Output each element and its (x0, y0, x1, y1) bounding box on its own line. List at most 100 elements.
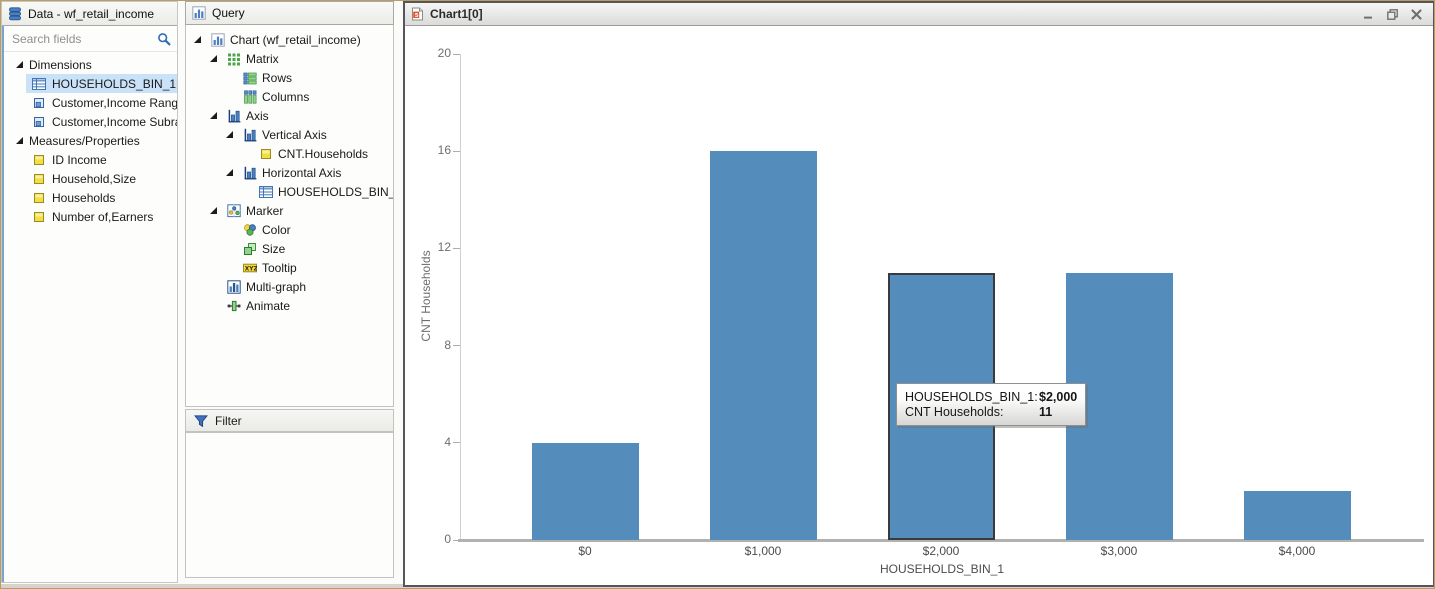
table-field-icon (259, 185, 273, 199)
query-tree-item-rows[interactable]: Rows (186, 68, 393, 87)
query-tree-item-marker[interactable]: Marker (186, 201, 393, 220)
expand-triangle-icon[interactable] (210, 207, 217, 214)
dimension-field-icon (32, 96, 46, 110)
data-panel-title: Data - wf_retail_income (28, 6, 155, 21)
query-tree-item-cnt-households[interactable]: CNT.Households (186, 144, 393, 163)
tree-item-label: Size (262, 241, 286, 256)
tooltip-row-value: $2,000 (1039, 390, 1078, 404)
query-tree-item-axis[interactable]: Axis (186, 106, 393, 125)
data-tree-item-customer-income-subrange[interactable]: Customer,Income Subrange (4, 112, 177, 131)
marker-icon (227, 203, 241, 218)
y-axis-title: CNT Households (419, 250, 433, 342)
search-icon[interactable] (157, 32, 171, 46)
tree-item-label: Matrix (246, 51, 279, 66)
tree-item-label: Dimensions (29, 57, 92, 72)
data-tree-item-households[interactable]: Households (4, 188, 177, 207)
x-tick-label: $4,000 (1278, 544, 1316, 558)
data-tree-item-households-bin-1[interactable]: HOUSEHOLDS_BIN_1 (26, 74, 177, 93)
tree-item-label: Axis (246, 108, 269, 123)
y-tick-mark (453, 247, 460, 249)
expand-triangle-icon[interactable] (16, 137, 23, 144)
restore-button[interactable] (1385, 7, 1400, 22)
tree-item-label: Marker (246, 203, 284, 218)
x-tick-label: $1,000 (744, 544, 782, 558)
filter-title: Filter (215, 413, 242, 428)
tooltip-xyz-icon: XYZ (243, 261, 257, 275)
measure-field-icon (32, 153, 46, 167)
tree-item-label: Chart (wf_retail_income) (230, 32, 361, 47)
axis-icon (243, 128, 257, 142)
expand-triangle-icon[interactable] (210, 55, 217, 62)
query-tree-item-color[interactable]: Color (186, 220, 393, 239)
query-tree-item-columns[interactable]: Columns (186, 87, 393, 106)
minimize-button[interactable] (1361, 7, 1376, 22)
chart-tooltip: HOUSEHOLDS_BIN_1: $2,000 CNT Households: 11 (896, 383, 1086, 426)
y-tick-label: 0 (444, 532, 451, 546)
svg-text:XYZ: XYZ (245, 266, 257, 272)
data-panel: Data - wf_retail_income Dimensions HOUSEH… (1, 1, 178, 583)
x-tick-label: $3,000 (1100, 544, 1138, 558)
size-icon (243, 242, 257, 256)
animate-icon (227, 299, 241, 313)
data-tree-item-customer-income-range[interactable]: Customer,Income Range (4, 93, 177, 112)
y-tick-mark (453, 345, 460, 347)
database-icon (8, 6, 22, 21)
bar-4-000[interactable] (1243, 491, 1351, 540)
filter-drop-area[interactable] (185, 432, 394, 578)
close-button[interactable] (1409, 7, 1424, 22)
measure-field-icon (32, 172, 46, 186)
data-tree-item-number-of-earners[interactable]: Number of,Earners (4, 207, 177, 226)
query-tree-item-vertical-axis[interactable]: Vertical Axis (186, 125, 393, 144)
filter-funnel-icon (194, 414, 208, 428)
query-tree: Chart (wf_retail_income) Matrix Rows Column… (185, 25, 394, 407)
y-tick-label: 16 (437, 143, 451, 158)
x-axis-title: HOUSEHOLDS_BIN_1 (879, 562, 1005, 576)
search-row (4, 26, 177, 52)
tree-item-label: HOUSEHOLDS_BIN_1 (278, 184, 394, 199)
tree-item-label: Measures/Properties (29, 133, 140, 148)
tooltip-row-label: CNT Households: (905, 405, 1004, 419)
columns-icon (243, 89, 257, 104)
tree-item-label: Household,Size (52, 171, 137, 186)
measure-field-icon (32, 191, 46, 205)
query-tree-item-matrix[interactable]: Matrix (186, 49, 393, 68)
expand-triangle-icon[interactable] (210, 112, 217, 119)
tree-item-label: Columns (262, 89, 310, 104)
bar-1-000[interactable] (709, 151, 817, 540)
tree-item-label: Customer,Income Subrange (52, 114, 177, 129)
bar-chart-icon (211, 32, 225, 47)
multi-graph-icon (227, 279, 241, 294)
query-tree-item-animate[interactable]: Animate (186, 296, 393, 315)
data-tree-section-measures-properties[interactable]: Measures/Properties (4, 131, 177, 150)
tree-item-label: Animate (246, 298, 291, 313)
expand-triangle-icon[interactable] (226, 131, 233, 138)
query-tree-item-tooltip[interactable]: XYZ Tooltip (186, 258, 393, 277)
tree-item-label: Tooltip (262, 260, 297, 275)
search-fields-input[interactable] (10, 30, 157, 47)
expand-triangle-icon[interactable] (16, 61, 23, 68)
query-tree-item-chart-wf-retail-income[interactable]: Chart (wf_retail_income) (186, 30, 393, 49)
tree-item-label: Customer,Income Range (52, 95, 177, 110)
expand-triangle-icon[interactable] (194, 36, 201, 43)
query-tree-item-size[interactable]: Size (186, 239, 393, 258)
data-tree-section-dimensions[interactable]: Dimensions (4, 55, 177, 74)
data-tree-item-household-size[interactable]: Household,Size (4, 169, 177, 188)
data-tree-item-id-income[interactable]: ID Income (4, 150, 177, 169)
window-controls (1361, 7, 1428, 22)
query-tree-item-multi-graph[interactable]: Multi-graph (186, 277, 393, 296)
query-tree-item-horizontal-axis[interactable]: Horizontal Axis (186, 163, 393, 182)
bar-0[interactable] (531, 442, 639, 540)
expand-triangle-icon[interactable] (226, 169, 233, 176)
rows-icon (243, 71, 257, 85)
x-tick-label: $0 (578, 544, 592, 558)
tree-item-label: Horizontal Axis (262, 165, 342, 180)
query-tree-item-households-bin-1[interactable]: HOUSEHOLDS_BIN_1 (186, 182, 393, 201)
measure-field-icon (32, 210, 46, 224)
chart-document-icon: 5 (410, 7, 424, 21)
tree-item-label: ID Income (52, 152, 107, 167)
tree-item-label: Rows (262, 70, 293, 85)
chart-window-title: Chart1[0] (430, 7, 483, 21)
tree-item-label: HOUSEHOLDS_BIN_1 (52, 76, 177, 91)
tree-item-label: Vertical Axis (262, 127, 327, 142)
